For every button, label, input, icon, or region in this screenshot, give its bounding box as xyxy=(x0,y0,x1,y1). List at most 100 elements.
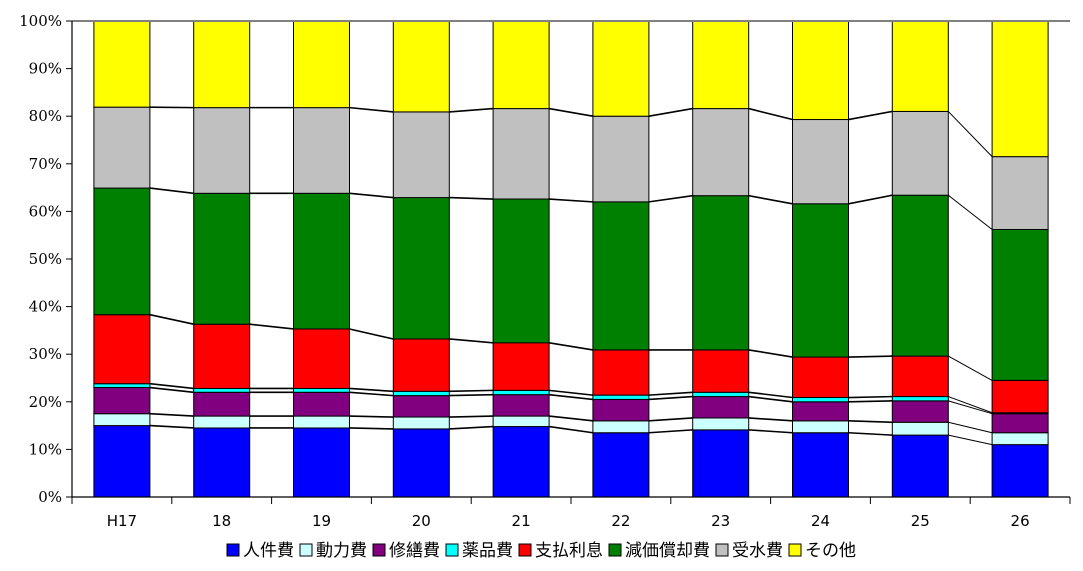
bar-segment-8-5 xyxy=(492,20,550,110)
plot-area xyxy=(72,20,1070,498)
series-connector-4-5 xyxy=(549,389,593,396)
series-connector-4-1 xyxy=(149,382,194,390)
bar-segment-5-10 xyxy=(991,379,1049,414)
bar-segment-3-8 xyxy=(792,401,849,422)
bar-segment-6-6 xyxy=(592,201,650,351)
series-connector-6-4 xyxy=(449,196,494,200)
bar-segment-1-7 xyxy=(692,429,750,498)
series-connector-7-6 xyxy=(648,107,693,117)
series-connector-7-7 xyxy=(748,107,793,121)
bar-segment-5-1 xyxy=(93,314,151,385)
bar-segment-8-9 xyxy=(891,20,949,112)
bar-segment-1-2 xyxy=(193,427,251,498)
bar-segment-7-3 xyxy=(293,107,350,194)
bar-segment-2-3 xyxy=(293,415,350,429)
x-tick-label: 23 xyxy=(711,512,730,530)
legend-item-2: 動力費 xyxy=(299,541,367,561)
bar-segment-2-2 xyxy=(193,415,251,429)
series-connector-3-9 xyxy=(948,400,993,415)
bar-segment-7-1 xyxy=(93,106,151,189)
series-connector-5-5 xyxy=(548,341,594,351)
series-connector-3-7 xyxy=(748,395,793,403)
bar-segment-3-4 xyxy=(392,395,450,418)
x-tick-label: 18 xyxy=(212,512,231,530)
bar-segment-8-10 xyxy=(991,20,1049,158)
bar-segment-5-4 xyxy=(392,338,450,392)
y-axis: 0% 10% 20% 30% 40% 50% 60% 70% 80% 90% 100% xyxy=(19,12,73,506)
legend-swatch xyxy=(226,543,240,557)
series-connector-1-7 xyxy=(748,429,793,434)
series-connector-2-3 xyxy=(349,415,394,418)
bar-segment-8-8 xyxy=(792,20,849,121)
bar-segment-6-5 xyxy=(492,198,550,344)
bar-segment-6-3 xyxy=(293,192,350,330)
bar-segment-1-8 xyxy=(792,432,849,498)
series-connector-4-9 xyxy=(948,396,993,414)
bar-segment-8-6 xyxy=(592,20,650,117)
bar-segment-1-6 xyxy=(592,432,650,498)
series-connector-2-5 xyxy=(549,415,593,422)
series-connector-2-9 xyxy=(948,421,993,434)
x-tick-label: H17 xyxy=(107,512,137,530)
legend-label: 受水費 xyxy=(732,541,783,561)
series-connector-3-3 xyxy=(349,391,394,397)
series-connector-5-2 xyxy=(249,323,294,330)
bar-segment-6-8 xyxy=(792,203,849,358)
bar-segment-5-6 xyxy=(592,349,650,396)
bar-segment-1-9 xyxy=(891,434,949,498)
x-tick-label: 21 xyxy=(512,512,531,530)
bar-segment-2-4 xyxy=(392,416,450,430)
series-connector-7-4 xyxy=(449,107,494,113)
y-tick-label: 50% xyxy=(29,250,62,268)
bar-segment-8-3 xyxy=(293,20,350,109)
legend-item-1: 人件費 xyxy=(226,541,294,561)
y-tick-label: 40% xyxy=(29,298,62,316)
series-connector-5-3 xyxy=(349,328,394,340)
legend-label: 支払利息 xyxy=(535,541,603,561)
legend-swatch xyxy=(518,543,532,557)
series-connector-6-3 xyxy=(349,192,394,199)
bar-segment-1-10 xyxy=(991,444,1049,498)
series-connector-3-1 xyxy=(149,386,194,394)
bar-segment-7-8 xyxy=(792,119,849,205)
series-connector-6-5 xyxy=(549,198,593,203)
series-connector-6-8 xyxy=(848,194,893,205)
bar-segment-4-8 xyxy=(792,397,849,403)
series-connector-1-8 xyxy=(848,431,893,436)
bar-segment-7-2 xyxy=(193,107,251,194)
series-connector-2-8 xyxy=(848,420,893,424)
x-tick-label: 19 xyxy=(312,512,331,530)
series-connector-4-8 xyxy=(848,395,893,399)
y-tick-label: 80% xyxy=(29,107,62,125)
bar-segment-5-3 xyxy=(293,328,350,389)
y-tick-label: 70% xyxy=(29,155,62,173)
bar-segment-5-7 xyxy=(692,349,750,393)
x-tick-label: 25 xyxy=(911,512,930,530)
bar-segment-3-5 xyxy=(492,394,550,417)
legend-swatch xyxy=(445,543,459,557)
x-tick-label: 24 xyxy=(811,512,830,530)
bar-segment-5-9 xyxy=(891,355,949,398)
legend-swatch xyxy=(788,543,802,557)
bar-segment-4-9 xyxy=(891,396,949,402)
y-tick-label: 90% xyxy=(29,60,62,78)
bar-segment-8-4 xyxy=(392,20,450,113)
series-connector-6-7 xyxy=(748,194,793,205)
y-tick-label: 30% xyxy=(29,345,62,363)
bar-segment-4-1 xyxy=(93,383,151,389)
bar-segment-4-2 xyxy=(193,387,251,393)
bar-segment-6-10 xyxy=(991,228,1049,381)
bar-segment-3-3 xyxy=(293,391,350,417)
bar-segment-7-9 xyxy=(891,110,949,196)
series-connector-5-1 xyxy=(149,313,194,325)
y-tick-label: 20% xyxy=(29,393,62,411)
bar-segment-7-6 xyxy=(592,115,650,203)
x-tick-label: 20 xyxy=(412,512,431,530)
legend-swatch xyxy=(299,543,313,557)
legend-label: 動力費 xyxy=(316,541,367,561)
legend: 人件費 動力費 修繕費 薬品費 支払利息 減価償却費 受水費 その他 xyxy=(226,541,856,561)
bar-segment-3-10 xyxy=(991,413,1049,434)
series-connector-2-7 xyxy=(748,417,793,422)
series-connector-5-7 xyxy=(748,349,793,358)
